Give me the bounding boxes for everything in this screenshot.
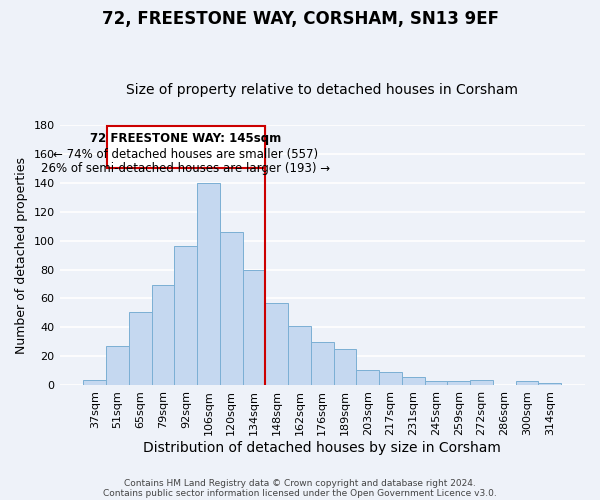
Bar [129, 312, 152, 386]
Bar [425, 381, 448, 386]
Bar [197, 182, 220, 386]
Bar [311, 342, 334, 386]
Bar [175, 246, 197, 386]
Bar [356, 370, 379, 386]
Text: 72 FREESTONE WAY: 145sqm: 72 FREESTONE WAY: 145sqm [90, 132, 281, 145]
Y-axis label: Number of detached properties: Number of detached properties [15, 156, 28, 354]
Bar [242, 270, 265, 386]
Text: ← 74% of detached houses are smaller (557): ← 74% of detached houses are smaller (55… [53, 148, 319, 160]
Bar [448, 381, 470, 386]
Bar [106, 346, 129, 386]
Bar [379, 372, 402, 386]
Bar [83, 380, 106, 386]
X-axis label: Distribution of detached houses by size in Corsham: Distribution of detached houses by size … [143, 441, 501, 455]
Bar [152, 286, 175, 386]
Title: Size of property relative to detached houses in Corsham: Size of property relative to detached ho… [126, 83, 518, 97]
Text: Contains public sector information licensed under the Open Government Licence v3: Contains public sector information licen… [103, 488, 497, 498]
Bar [470, 380, 493, 386]
Text: Contains HM Land Registry data © Crown copyright and database right 2024.: Contains HM Land Registry data © Crown c… [124, 478, 476, 488]
Bar [334, 349, 356, 386]
FancyBboxPatch shape [107, 126, 265, 168]
Bar [288, 326, 311, 386]
Bar [402, 377, 425, 386]
Bar [538, 382, 561, 386]
Text: 72, FREESTONE WAY, CORSHAM, SN13 9EF: 72, FREESTONE WAY, CORSHAM, SN13 9EF [101, 10, 499, 28]
Bar [515, 381, 538, 386]
Bar [265, 303, 288, 386]
Text: 26% of semi-detached houses are larger (193) →: 26% of semi-detached houses are larger (… [41, 162, 331, 175]
Bar [220, 232, 242, 386]
